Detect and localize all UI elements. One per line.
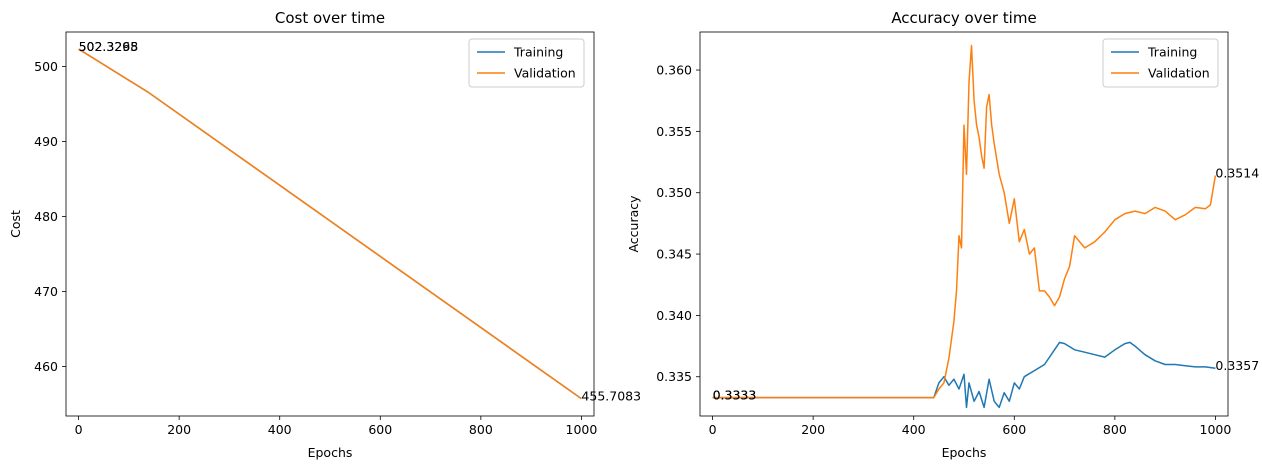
data-label: 0.3514: [1215, 166, 1259, 181]
series-lines: [78, 48, 582, 400]
y-tick-label: 0.355: [656, 124, 692, 139]
y-tick-label: 0.350: [656, 185, 692, 200]
data-label: 0.3333: [713, 388, 757, 403]
chart-title: Cost over time: [275, 9, 385, 27]
legend-entry: Validation: [1148, 66, 1210, 81]
legend-entry: Validation: [514, 66, 576, 81]
legend-entry: Training: [513, 45, 563, 60]
data-label: 0.3333: [713, 388, 757, 403]
x-axis-label: Epochs: [942, 445, 987, 460]
x-tick-label: 200: [801, 422, 825, 437]
legend: Training Validation: [1102, 38, 1219, 88]
y-tick-label: 500: [34, 59, 58, 74]
x-tick-label: 400: [902, 422, 926, 437]
x-axis-label: Epochs: [308, 445, 353, 460]
x-tick-label: 600: [1002, 422, 1026, 437]
legend: Training Validation: [468, 38, 585, 88]
x-tick-label: 800: [1103, 422, 1127, 437]
x-tick-label: 400: [268, 422, 292, 437]
legend-box: [1102, 38, 1219, 88]
series-line-training: [712, 341, 1216, 409]
y-tick-label: 0.335: [656, 369, 692, 384]
x-tick-label: 200: [167, 422, 191, 437]
y-tick-label: 0.360: [656, 63, 692, 78]
x-tick-label: 1000: [566, 422, 598, 437]
legend-box: [468, 38, 585, 88]
series-line-validation: [78, 48, 582, 400]
x-tick-label: 600: [368, 422, 392, 437]
legend-entry: Training: [1147, 45, 1197, 60]
y-axis-label: Accuracy: [626, 195, 641, 253]
chart-title: Accuracy over time: [891, 9, 1036, 27]
data-label: 502.3265: [79, 39, 139, 54]
plot-frame: [65, 31, 595, 417]
x-tick-label: 0: [709, 422, 717, 437]
y-tick-label: 470: [34, 284, 58, 299]
y-tick-label: 460: [34, 359, 58, 374]
data-label: 455.7083: [581, 389, 641, 404]
data-label: 0.3357: [1215, 358, 1259, 373]
accuracy-chart: Accuracy over time Epochs Accuracy 0 200 4…: [626, 9, 1259, 460]
plot-frame: [699, 31, 1229, 417]
y-tick-label: 0.345: [656, 247, 692, 262]
y-tick-label: 490: [34, 134, 58, 149]
series-lines: [712, 44, 1217, 409]
x-tick-label: 800: [469, 422, 493, 437]
series-line-validation: [712, 44, 1217, 399]
y-tick-label: 0.340: [656, 308, 692, 323]
data-label: 502.3298: [79, 39, 139, 54]
x-tick-label: 1000: [1200, 422, 1232, 437]
cost-chart: Cost over time Epochs Cost 0 200 400 600 800…: [8, 9, 641, 460]
y-tick-label: 480: [34, 209, 58, 224]
x-tick-label: 0: [75, 422, 83, 437]
y-axis-label: Cost: [8, 210, 23, 238]
